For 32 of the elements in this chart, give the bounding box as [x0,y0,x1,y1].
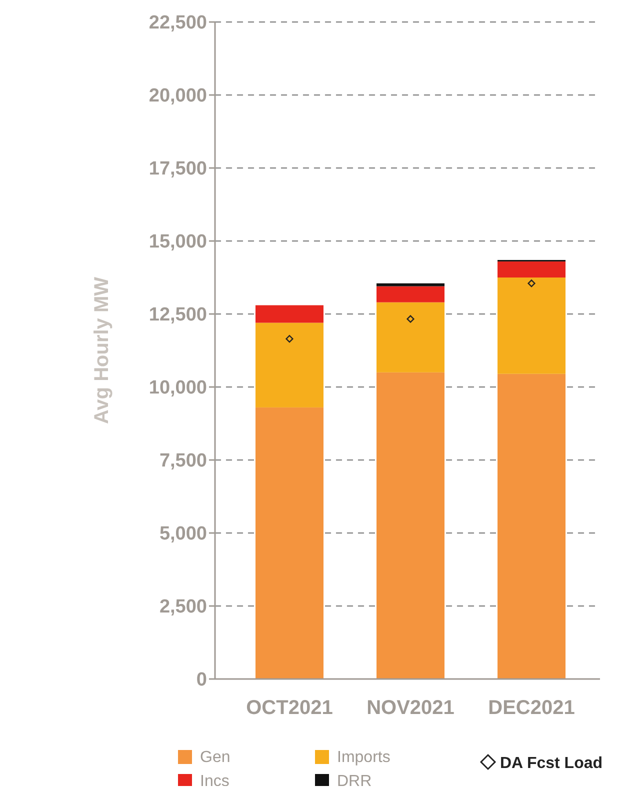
x-tick-label: NOV2021 [366,697,454,719]
point [406,315,414,323]
y-tick-label: 20,000 [148,86,207,107]
point [528,280,536,288]
y-tick-label: 17,500 [148,158,207,180]
legend-label: Imports [337,749,390,766]
y-tick-label: 10,000 [148,378,207,399]
bar [498,278,566,374]
y-tick-label: 22,500 [148,12,207,34]
y-tick-label: 15,000 [148,232,207,253]
bar [376,302,444,372]
legend-label: DRR [337,773,372,790]
bar [255,305,324,323]
x-tick-label: OCT2021 [246,697,333,719]
y-tick-label: 5,000 [159,524,207,545]
bar [376,286,444,302]
y-tick-label: 7,500 [159,450,207,472]
bar [376,283,444,286]
bar [498,374,566,679]
bar [376,372,444,679]
legend-label: DA Fcst Load [500,755,603,772]
legend-label: Incs [200,773,230,790]
bar [255,322,324,408]
legend-label: Gen [200,749,230,766]
y-axis-title: Avg Hourly MW [91,276,113,424]
bar [255,407,324,679]
y-tick-label: 12,500 [148,304,207,326]
point [286,335,294,343]
x-tick-label: DEC2021 [488,697,575,719]
y-tick-label: 2,500 [159,596,207,618]
bar [498,261,566,278]
y-tick-label: 0 [196,670,207,691]
